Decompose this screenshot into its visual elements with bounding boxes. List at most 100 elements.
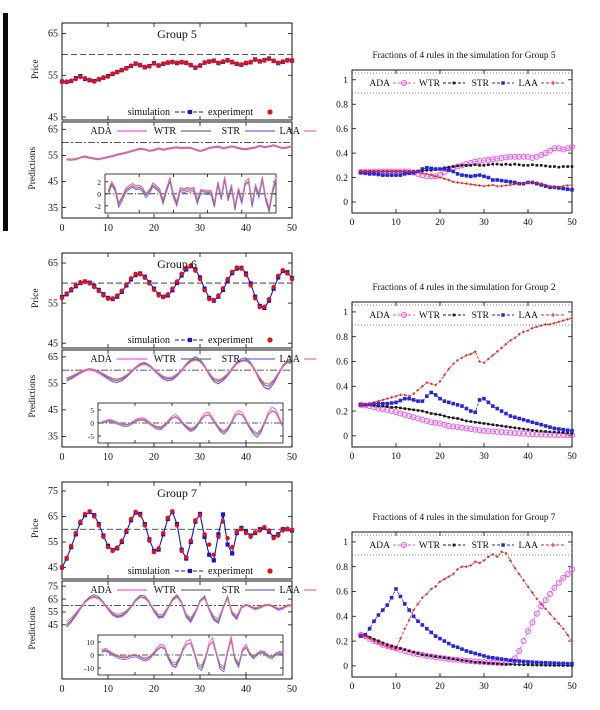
x-tick-label: 30 (479, 452, 489, 462)
predictions-legend: ADA WTR STR LAA (90, 126, 316, 137)
series-simulation (59, 509, 295, 570)
x-axis: 0 10 20 30 40 50 (350, 532, 577, 692)
x-tick-label: 30 (195, 223, 205, 234)
scan-edge-artifact (3, 13, 8, 231)
series-experiment (59, 56, 295, 85)
x-tick-label: 20 (435, 218, 445, 228)
x-tick-label: 0 (350, 452, 355, 462)
x-tick-label: 10 (103, 223, 113, 234)
legend-label: STR (472, 311, 490, 321)
x-tick-label: 40 (523, 682, 533, 692)
series-ADA (66, 358, 293, 390)
y-tick-label: 35 (48, 432, 58, 443)
y-tick-label: 0 (343, 198, 348, 208)
series-ADA (357, 401, 575, 439)
x-tick-label: 0 (60, 223, 65, 234)
legend-label: ADA (369, 541, 390, 551)
y-tick-label: 0.8 (336, 100, 348, 110)
page-title-group6: Group 6 (157, 257, 197, 271)
y-tick-label: 0 (343, 432, 348, 442)
legend-label: WTR (154, 585, 177, 596)
y-tick-label: 0.8 (336, 333, 348, 343)
y-tick-label: 0.8 (336, 563, 348, 573)
series-ADA (66, 595, 292, 628)
x-axis: 0 10 20 30 40 50 (350, 302, 577, 462)
legend-label: LAA (518, 311, 538, 321)
price-y-axis: 45 55 65 (48, 258, 292, 349)
series-LAA (359, 170, 574, 189)
y-tick-label: 0.6 (336, 125, 348, 135)
legend-label: STR (222, 126, 241, 137)
y-tick-label: 75 (48, 486, 58, 497)
x-tick-label: 20 (149, 223, 159, 234)
inset-x-axis (134, 403, 247, 443)
price-legend: simulation experiment (128, 335, 273, 346)
legend-label: experiment (208, 107, 253, 118)
pred-x-axis: 0 10 20 30 40 50 (60, 350, 297, 463)
x-tick-label: 40 (241, 223, 251, 234)
predictions-legend: ADA WTR STR LAA (90, 354, 316, 365)
y-tick-label: 65 (48, 258, 58, 269)
x-tick-label: 30 (195, 684, 205, 695)
y-tick-label: 45 (48, 177, 58, 188)
legend-label: LAA (518, 541, 538, 551)
predictions-axis-label-2: Predictions (27, 374, 38, 418)
x-tick-label: 10 (391, 218, 401, 228)
y-tick-label: 0.6 (336, 358, 348, 368)
x-axis: 0 10 20 30 40 50 (350, 70, 577, 228)
legend-label: simulation (128, 566, 170, 577)
y-tick-label: 0 (90, 419, 94, 428)
price-axis-label-2: Price (30, 288, 41, 308)
fractions-title-group5: Fractions of 4 rules in the simulation f… (372, 51, 556, 61)
legend-label: LAA (518, 79, 538, 89)
predictions-plot: 45 55 65 75 0 10 20 30 40 50 ADA WTR STR LAA (48, 580, 316, 695)
y-tick-label: 55 (48, 298, 58, 309)
inset-x-axis (134, 635, 247, 675)
y-tick-label: 10 (87, 638, 95, 647)
inset-series-LAA (101, 410, 284, 434)
y-tick-label: 35 (48, 203, 58, 214)
series-LAA (66, 144, 293, 161)
panel-group6: 45 55 65 simulation experiment 35 45 55 65 0 10 20 3… (48, 252, 316, 463)
y-tick-label: -5 (88, 432, 94, 441)
y-tick-label: 45 (48, 112, 58, 123)
legend-label: STR (222, 585, 241, 596)
series-experiment (59, 509, 295, 570)
inset-series-LAA (101, 639, 284, 668)
legend: ADA WTR STR LAA (351, 72, 573, 94)
x-tick-label: 40 (523, 218, 533, 228)
inset-plot: -10 0 10 (84, 634, 284, 676)
inset-series-STR (101, 410, 284, 438)
y-tick-label: 2 (97, 178, 101, 187)
legend-label: STR (472, 541, 490, 551)
y-tick-label: 0 (90, 651, 94, 660)
y-tick-label: 75 (48, 581, 58, 592)
series-LAA (359, 550, 574, 651)
y-axis: 0 0.2 0.4 0.6 0.8 1 (336, 76, 572, 208)
legend-label: ADA (369, 311, 390, 321)
price-legend: simulation experiment (128, 566, 273, 577)
y-axis: 0 0.2 0.4 0.6 0.8 1 (336, 308, 572, 442)
x-tick-label: 30 (195, 452, 205, 463)
y-tick-label: 0.4 (336, 612, 348, 622)
y-tick-label: 0.4 (336, 382, 348, 392)
predictions-axis-label-3: Predictions (27, 606, 38, 650)
y-tick-label: 55 (48, 537, 58, 548)
price-x-axis (61, 482, 293, 579)
series-LAA (66, 596, 292, 623)
pred-x-axis: 0 10 20 30 40 50 (60, 581, 297, 695)
x-tick-label: 40 (241, 684, 251, 695)
x-tick-label: 50 (567, 218, 577, 228)
legend-label: simulation (128, 335, 170, 346)
legend: ADA WTR STR LAA (351, 534, 573, 556)
pred-y-axis: 35 45 55 65 (48, 125, 292, 214)
pred-x-axis: 0 10 20 30 40 50 (60, 122, 297, 234)
y-tick-label: 1 (343, 76, 348, 86)
inset-x-axis (138, 174, 243, 213)
y-tick-label: 65 (48, 594, 58, 605)
x-tick-label: 0 (60, 452, 65, 463)
series-LAA (359, 316, 574, 407)
